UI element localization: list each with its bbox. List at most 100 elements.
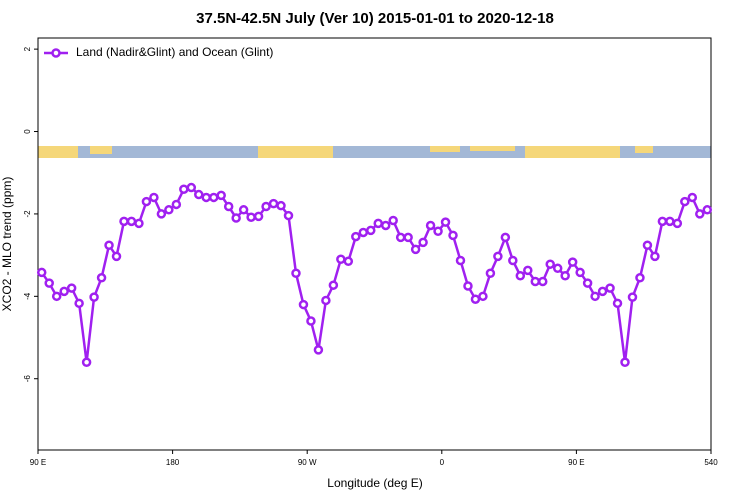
data-point [702,205,713,215]
x-tick-label: 90 W [298,458,317,467]
data-point [665,216,675,227]
data-point [238,205,249,215]
x-tick-label: 90 E [568,458,584,467]
data-point [126,216,137,227]
data-point [231,213,241,223]
data-point [306,316,316,326]
data-point [627,292,638,302]
x-tick-label: 90 E [30,458,46,467]
data-point [463,281,473,291]
data-point [425,220,436,231]
data-point [642,240,653,250]
data-point [478,291,488,302]
data-point [59,286,69,297]
x-tick-label: 0 [440,458,445,467]
data-point [253,211,264,222]
data-point [104,240,114,250]
data-point [567,257,578,267]
data-point [351,231,361,242]
data-point [201,192,211,203]
data-point [575,267,585,278]
data-point [89,292,99,302]
data-point [612,298,623,309]
data-point [493,251,503,262]
data-point [485,268,496,279]
chart-title: 37.5N-42.5N July (Ver 10) 2015-01-01 to … [196,10,554,27]
data-point [276,200,286,211]
data-point [545,259,555,269]
data-point [343,256,354,267]
data-point [523,265,533,276]
data-point [530,276,541,287]
y-tick-label: -4 [23,292,32,300]
data-point [171,199,182,210]
series-line [40,186,708,363]
y-tick-label: -6 [23,375,32,383]
data-point [672,218,683,229]
land-ocean-strip [38,146,711,158]
data-point [560,270,570,281]
data-point [470,294,481,304]
data-point [455,255,466,266]
data-point [373,218,383,229]
data-point [597,286,608,297]
data-point [313,345,324,355]
data-point [74,298,84,309]
data-point [81,357,92,367]
data-point [261,201,271,212]
data-point [635,273,645,283]
data-point [283,210,294,221]
data-point [51,291,62,302]
data-point [508,255,518,266]
legend-marker [51,48,61,58]
y-axis-label: XCO2 - MLO trend (ppm) [0,177,14,312]
data-point [500,232,511,243]
data-point [605,283,615,293]
data-point [66,283,77,293]
x-tick-label: 540 [704,458,718,467]
data-point [433,226,443,236]
data-point [208,192,219,203]
data-point [650,251,660,262]
data-point [358,227,369,238]
x-tick-label: 180 [166,458,180,467]
data-point [336,254,346,264]
data-point [448,230,458,241]
data-point [96,273,107,283]
legend-label: Land (Nadir&Glint) and Ocean (Glint) [76,45,273,59]
data-point [403,232,413,243]
data-point [156,209,167,219]
y-tick-label: 2 [23,46,32,51]
data-point [440,217,451,227]
data-point [119,216,129,227]
data-point [268,198,279,209]
data-point [410,244,421,255]
data-point [194,189,204,200]
data-point [141,196,152,207]
data-point [291,268,301,279]
data-point [582,278,593,288]
data-point [388,215,398,226]
data-point [216,190,226,201]
data-point [366,225,376,236]
data-point [657,216,668,227]
data-point [687,192,698,203]
data-point [164,205,174,215]
data-point [680,196,690,207]
data-point [321,295,331,306]
plot-frame [37,37,712,451]
x-axis-label: Longitude (deg E) [327,476,422,490]
y-tick-label: -2 [23,210,32,218]
data-point [179,184,189,194]
data-point [620,357,630,367]
data-point [149,192,159,203]
data-point [418,237,428,248]
data-point [695,209,705,219]
data-point [134,218,144,229]
data-point [298,299,309,310]
data-point [111,251,122,262]
data-point [538,276,548,287]
data-point [515,270,526,281]
data-point [223,201,234,212]
